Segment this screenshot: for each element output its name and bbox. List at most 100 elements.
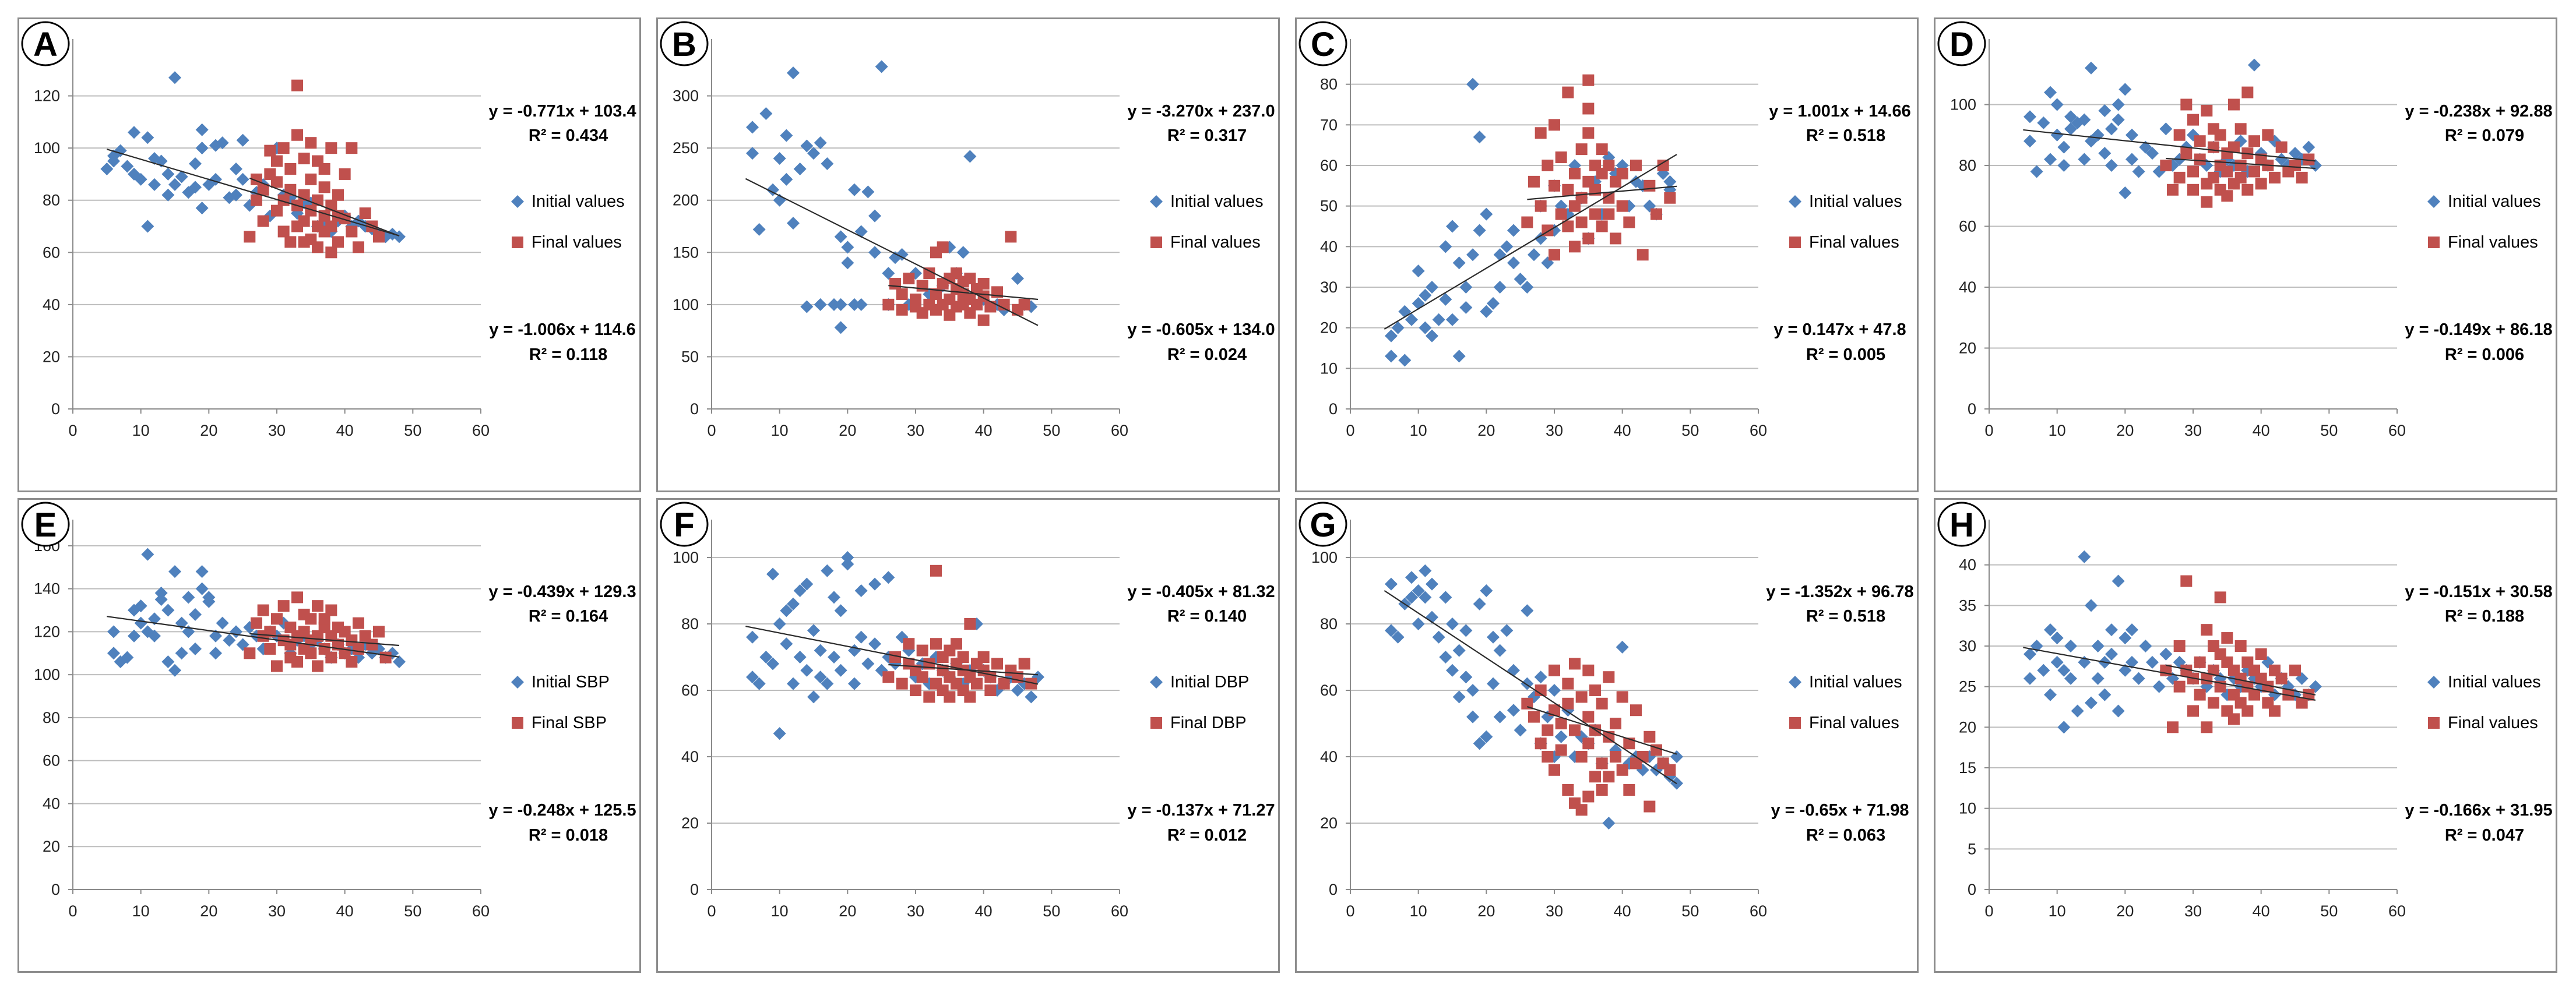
scatter-chart-d: 0 20 40 60 80 100 0 10 20 30 40 50 60 Dy = -0.238x + …	[1934, 17, 2557, 492]
data-point-initial	[1432, 630, 1445, 644]
data-point-final	[998, 677, 1010, 690]
data-point-initial	[2030, 165, 2043, 178]
data-point-final	[1664, 764, 1676, 776]
data-point-final	[2194, 135, 2206, 147]
data-point-final	[1582, 737, 1595, 750]
regression-r2-2: R² = 0.118	[529, 345, 608, 364]
data-point-initial	[834, 604, 847, 617]
data-point-initial	[1439, 651, 1452, 664]
data-point-initial	[154, 587, 168, 600]
y-tick-label: 5	[1968, 840, 1976, 858]
panel-letter-circle	[21, 21, 70, 66]
data-point-final	[1549, 704, 1560, 717]
legend-label-final: Final values	[1809, 714, 1899, 732]
data-point-final	[1616, 200, 1628, 212]
x-tick-label: 40	[336, 422, 354, 439]
data-point-final	[2208, 141, 2219, 153]
trendline-initial	[745, 178, 1039, 326]
data-point-initial	[841, 557, 854, 571]
data-point-initial	[1480, 207, 1493, 221]
data-point-initial	[821, 157, 834, 171]
data-point-final	[957, 651, 969, 663]
trendline-final	[888, 285, 1039, 301]
x-tick-label: 10	[2049, 422, 2066, 439]
data-point-final	[291, 591, 303, 604]
regression-r2-1: R² = 0.188	[2445, 607, 2524, 626]
x-tick-label: 30	[268, 902, 286, 920]
panel-letter-circle	[1937, 21, 1986, 66]
x-tick-label: 10	[132, 902, 150, 920]
data-point-final	[1549, 249, 1560, 261]
x-tick-label: 50	[2320, 422, 2338, 439]
regression-eq2: y = -0.248x + 125.5	[488, 801, 636, 820]
data-point-initial	[1487, 630, 1500, 644]
regression-eq2: y = 0.147x + 47.8	[1773, 320, 1906, 339]
regression-eq1: y = -0.439x + 129.3	[488, 583, 636, 601]
x-tick-label: 20	[839, 422, 856, 439]
panel-border	[1295, 17, 1919, 492]
data-point-initial	[1459, 281, 1473, 294]
data-point-final	[1603, 671, 1615, 683]
y-tick-label: 150	[673, 244, 699, 261]
data-point-final	[325, 604, 337, 616]
legend-label-final: Final values	[1809, 233, 1899, 252]
data-point-initial	[2050, 98, 2064, 111]
data-point-final	[2221, 632, 2233, 644]
x-tick-label: 10	[771, 422, 789, 439]
data-point-initial	[148, 178, 161, 191]
data-point-final	[977, 314, 990, 326]
data-point-final	[2275, 141, 2288, 153]
data-point-final	[2248, 165, 2260, 178]
x-tick-label: 30	[907, 902, 924, 920]
data-point-initial	[1487, 297, 1500, 310]
data-point-initial	[854, 298, 868, 311]
panel-e: 0204060801001201401600102030405060Ey = -…	[17, 498, 641, 973]
data-point-final	[1575, 216, 1588, 228]
data-point-initial	[209, 647, 222, 660]
data-point-initial	[1011, 684, 1024, 697]
data-point-initial	[821, 564, 834, 577]
data-point-final	[2303, 153, 2315, 165]
data-point-final	[2221, 165, 2233, 178]
regression-r2-2: R² = 0.063	[1806, 826, 1885, 845]
data-point-final	[379, 651, 392, 664]
data-point-initial	[1459, 671, 1473, 684]
regression-r2-1: R² = 0.140	[1167, 607, 1247, 626]
data-point-initial	[175, 647, 188, 660]
y-tick-label: 35	[1959, 597, 1976, 614]
panel-border	[656, 17, 1280, 492]
data-point-initial	[800, 664, 814, 677]
legend-marker-initial	[1150, 676, 1163, 689]
data-point-initial	[2112, 98, 2125, 111]
data-point-final	[1582, 74, 1595, 86]
data-point-initial	[814, 136, 827, 150]
data-point-final	[353, 643, 364, 655]
data-point-final	[318, 181, 330, 193]
data-point-final	[2228, 713, 2240, 725]
data-point-initial	[2125, 623, 2138, 637]
y-tick-label: 250	[673, 139, 699, 157]
regression-eq1: y = 1.001x + 14.66	[1769, 102, 1911, 121]
y-tick-label: 80	[1320, 615, 1338, 633]
y-tick-label: 120	[34, 87, 60, 105]
data-point-initial	[2098, 147, 2112, 160]
data-point-initial	[752, 223, 766, 236]
y-tick-label: 0	[690, 400, 699, 418]
data-point-initial	[2118, 83, 2132, 96]
data-point-initial	[1419, 321, 1432, 334]
data-point-initial	[1466, 77, 1479, 91]
y-tick-label: 10	[1320, 359, 1338, 377]
data-point-final	[1555, 151, 1567, 164]
data-point-final	[2187, 184, 2199, 196]
data-point-final	[346, 656, 358, 668]
data-point-final	[889, 651, 901, 663]
data-point-initial	[386, 647, 399, 660]
data-point-initial	[2289, 147, 2301, 160]
data-point-initial	[834, 321, 847, 334]
data-point-initial	[2024, 647, 2036, 661]
data-point-final	[284, 236, 297, 248]
data-point-initial	[2132, 672, 2145, 685]
data-point-initial	[134, 172, 147, 186]
data-point-final	[251, 194, 262, 206]
